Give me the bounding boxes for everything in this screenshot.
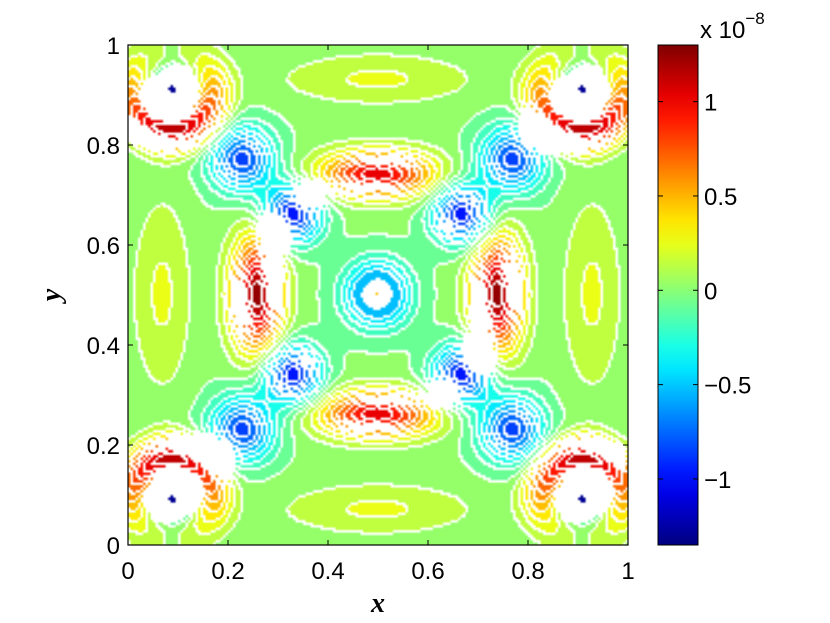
colorbar-bar — [657, 44, 699, 546]
y-axis: 0 0.2 0.4 0.6 0.8 1 — [87, 33, 628, 560]
colorbar-tick-label: 1 — [704, 90, 717, 117]
y-tick-label: 1 — [107, 33, 120, 60]
colorbar-ticks: −1 −0.5 0 0.5 1 — [658, 90, 751, 494]
x-tick-label: 0.4 — [311, 558, 344, 585]
colorbar-tick-label: −0.5 — [704, 373, 751, 400]
y-tick-label: 0.4 — [87, 333, 120, 360]
colorbar: −1 −0.5 0 0.5 1 x 10−8 — [657, 9, 765, 546]
y-tick-label: 0.6 — [87, 233, 120, 260]
colorbar-tick-label: 0 — [704, 278, 717, 305]
x-tick-label: 0.6 — [411, 558, 444, 585]
x-tick-label: 1 — [621, 558, 634, 585]
colorbar-scale-exponent: −8 — [745, 9, 764, 28]
colorbar-tick-label: 0.5 — [704, 184, 737, 211]
colorbar-scale-label: x 10−8 — [700, 9, 765, 44]
y-axis-label: y — [36, 288, 67, 304]
y-tick-label: 0 — [107, 533, 120, 560]
y-tick-label: 0.8 — [87, 133, 120, 160]
colorbar-tick-label: −1 — [704, 467, 731, 494]
x-tick-label: 0.8 — [511, 558, 544, 585]
x-tick-label: 0 — [121, 558, 134, 585]
y-tick-label: 0.2 — [87, 433, 120, 460]
contour-heatmap — [128, 45, 628, 545]
colorbar-scale-prefix: x 10 — [700, 17, 745, 44]
x-axis-label: x — [370, 588, 385, 619]
x-tick-label: 0.2 — [211, 558, 244, 585]
x-axis: 0 0.2 0.4 0.6 0.8 1 — [121, 45, 635, 585]
plot-frame — [127, 44, 629, 546]
plot-area — [127, 44, 629, 546]
